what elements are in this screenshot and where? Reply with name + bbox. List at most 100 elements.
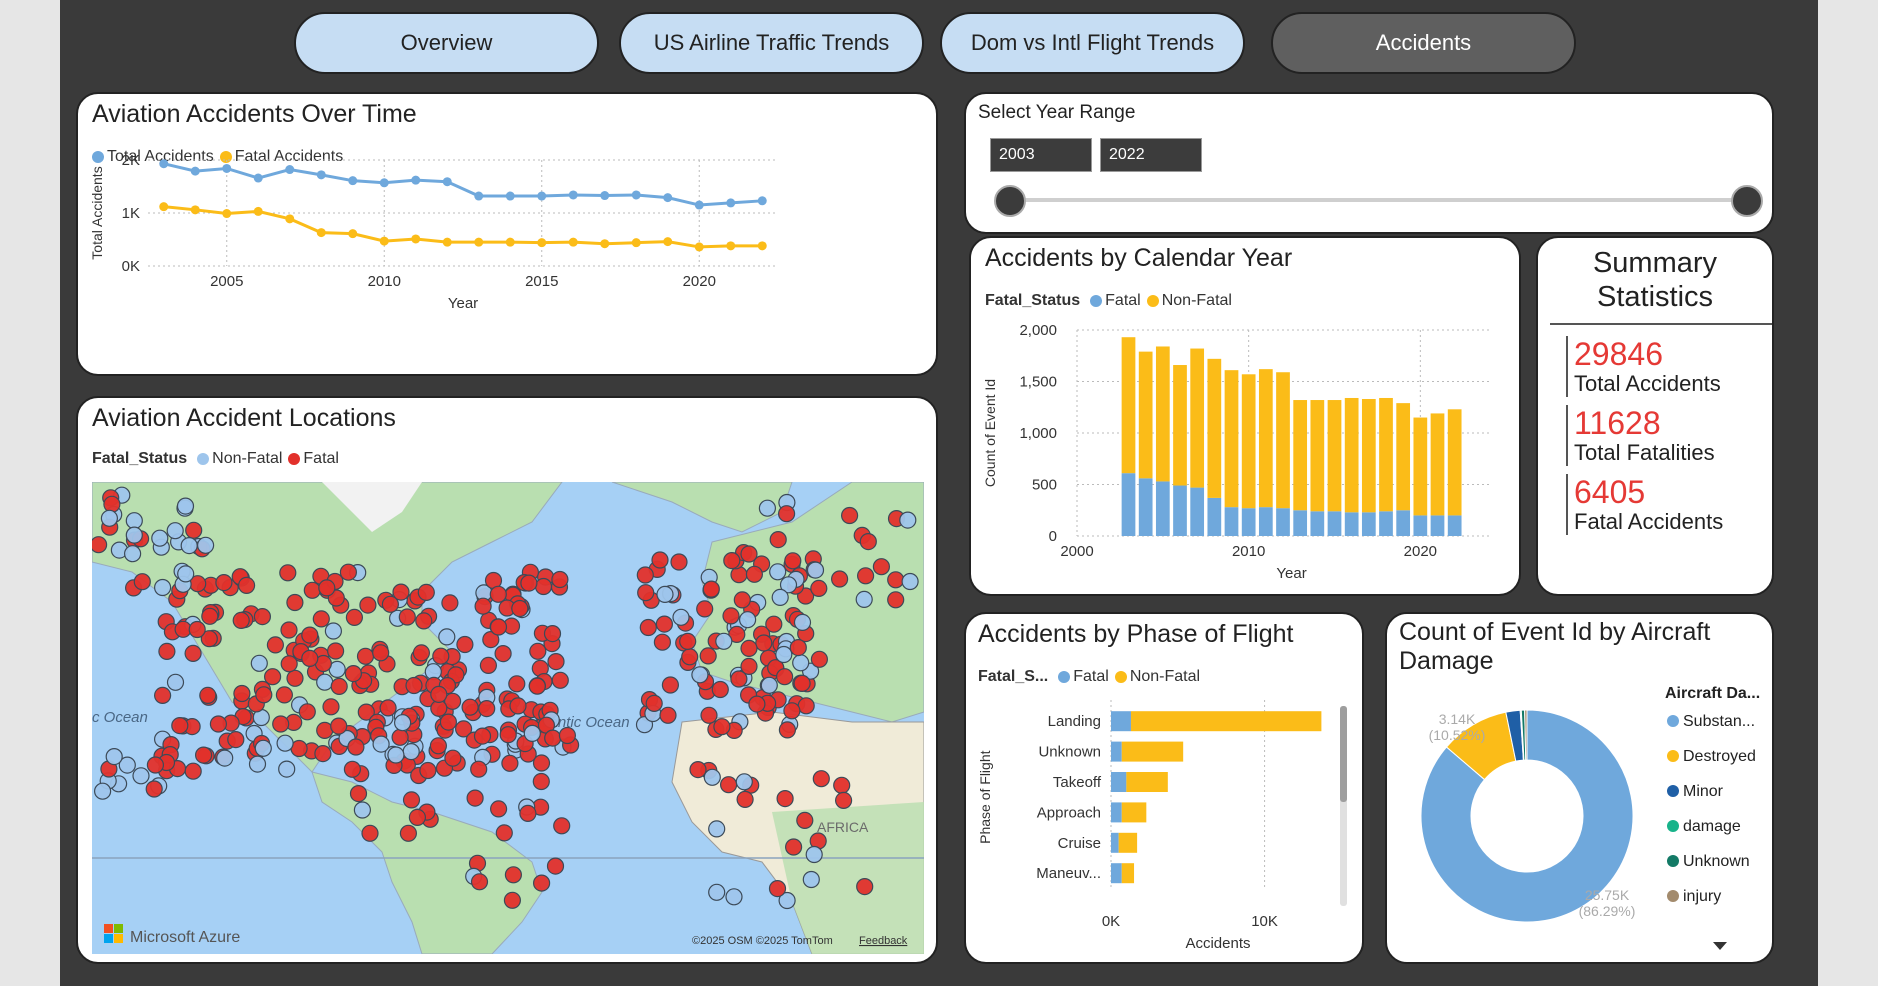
- map-point-nonfatal: [792, 654, 810, 672]
- accident-locations-card: Aviation Accident Locations Fatal_Status…: [76, 396, 938, 964]
- accidents-over-time-chart[interactable]: 0K 1K 2K 2005 2010 2015 2020 Year Total Accident…: [78, 94, 936, 374]
- year-range-start-input[interactable]: 2003: [990, 138, 1092, 172]
- map-point-fatal: [872, 558, 891, 576]
- map-point-fatal: [776, 790, 794, 808]
- legend-nonfatal-label: Non-Fatal: [1129, 668, 1201, 685]
- fatal-accidents-value: 6405: [1574, 474, 1646, 510]
- map-point-fatal: [441, 594, 459, 612]
- data-point: [316, 170, 326, 180]
- map-point-nonfatal: [353, 801, 371, 819]
- map-point-fatal: [740, 657, 758, 675]
- summary-stats-card: Summary Statistics 29846 Total Accidents…: [1536, 236, 1774, 596]
- phase-scrollbar-thumb[interactable]: [1340, 706, 1347, 802]
- tab-us-airline-traffic-trends[interactable]: US Airline Traffic Trends: [619, 12, 924, 74]
- accidents-over-time-legend[interactable]: Total Accidents Fatal Accidents: [92, 148, 343, 166]
- map-point-fatal: [532, 754, 551, 772]
- map-point-nonfatal: [118, 756, 136, 774]
- map-point-nonfatal: [708, 883, 726, 901]
- map-point-fatal: [227, 731, 245, 749]
- map-point-fatal: [399, 824, 417, 842]
- year-range-start-handle[interactable]: [994, 185, 1026, 217]
- aircraft-damage-donut[interactable]: 3.14K(10.52%) 25.75K(86.29%) Aircraft Da..…: [1387, 614, 1772, 962]
- bar-nonfatal: [1224, 370, 1239, 508]
- map-point-fatal: [504, 866, 522, 884]
- x-axis-label: Accidents: [1185, 935, 1250, 952]
- legend-dot-nonfatal: [1146, 295, 1159, 307]
- map-point-fatal: [519, 804, 537, 822]
- tab-dom-vs-intl-flight-trends[interactable]: Dom vs Intl Flight Trends: [940, 12, 1245, 74]
- calendar-year-card: Accidents by Calendar Year Fatal_Status …: [969, 236, 1521, 596]
- map-points[interactable]: [92, 486, 919, 910]
- map-point-nonfatal: [151, 529, 169, 547]
- legend-nonfatal-label: Non-Fatal: [212, 450, 283, 467]
- map-point-fatal: [887, 591, 905, 609]
- bar-fatal: [1111, 832, 1119, 853]
- map-point-fatal: [636, 566, 654, 584]
- legend-label: Minor: [1683, 783, 1724, 800]
- year-range-end-input[interactable]: 2022: [1100, 138, 1202, 172]
- tab-accidents[interactable]: Accidents: [1271, 12, 1576, 74]
- accidents-over-time-card: Aviation Accidents Over Time Total Accid…: [76, 92, 938, 376]
- x-tick-label: 2010: [1232, 543, 1265, 560]
- y-axis-label: Count of Event Id: [982, 379, 998, 487]
- bar-fatal: [1190, 487, 1205, 536]
- map-point-fatal: [810, 650, 829, 668]
- map-point-fatal: [490, 800, 508, 818]
- map-point-fatal: [711, 680, 729, 699]
- map-point-fatal: [755, 634, 773, 652]
- map-point-fatal: [199, 686, 217, 704]
- y-tick-label: 2K: [122, 152, 140, 169]
- bar-fatal: [1361, 512, 1376, 536]
- map-point-fatal: [444, 692, 462, 710]
- map-point-fatal: [740, 545, 758, 563]
- map-point-nonfatal: [708, 820, 726, 838]
- total-fatalities-label: Total Fatalities: [1574, 440, 1715, 465]
- legend-dot-fatal: [288, 453, 301, 465]
- phase-scrollbar-track[interactable]: [1340, 706, 1347, 906]
- accident-locations-legend[interactable]: Fatal_Status Non-Fatal Fatal: [92, 450, 339, 468]
- map-point-fatal: [356, 647, 375, 665]
- map-point-fatal: [508, 675, 526, 693]
- map-point-fatal: [209, 715, 228, 733]
- tab-overview[interactable]: Overview: [294, 12, 599, 74]
- map-point-fatal: [253, 608, 271, 626]
- map-point-nonfatal: [248, 755, 267, 773]
- map-point-fatal: [456, 635, 474, 654]
- bar-fatal: [1111, 802, 1122, 823]
- legend-label: injury: [1683, 888, 1721, 905]
- data-point: [663, 193, 673, 203]
- map-point-fatal: [765, 615, 783, 633]
- data-point: [474, 237, 484, 247]
- map-point-fatal: [408, 808, 426, 826]
- map-feedback-link[interactable]: Feedback: [859, 935, 908, 947]
- map-point-nonfatal: [806, 561, 825, 579]
- data-point: [568, 190, 578, 200]
- map-point-fatal: [280, 655, 298, 673]
- legend-title: Fatal_Status: [92, 450, 188, 467]
- bar-fatal: [1379, 511, 1393, 536]
- year-range-track[interactable]: [1008, 198, 1748, 202]
- map-point-fatal: [856, 567, 875, 585]
- x-tick-label: 2020: [683, 273, 716, 290]
- data-point: [348, 229, 358, 239]
- map-point-nonfatal: [166, 673, 185, 691]
- map-point-fatal: [778, 721, 797, 739]
- map-point-nonfatal: [771, 588, 789, 607]
- map-point-fatal: [551, 570, 569, 589]
- map-point-nonfatal: [735, 773, 753, 791]
- map-point-nonfatal: [402, 743, 420, 761]
- year-range-end-handle[interactable]: [1731, 185, 1763, 217]
- calendar-year-legend[interactable]: Fatal_Status Fatal Non-Fatal: [985, 292, 1232, 310]
- data-point: [190, 205, 200, 215]
- x-axis-label: Year: [448, 295, 478, 312]
- accident-map[interactable]: c Ocean Atlantic Ocean AFRICA Microsoft …: [92, 482, 924, 954]
- data-point: [600, 191, 610, 201]
- map-point-fatal: [551, 671, 569, 689]
- data-point: [537, 238, 547, 248]
- map-point-fatal: [215, 573, 233, 592]
- phase-of-flight-legend[interactable]: Fatal_S... Fatal Non-Fatal: [978, 668, 1200, 686]
- calendar-year-chart[interactable]: 0 500 1,000 1,500 2,000 2000 2010 2020 Year Count…: [971, 238, 1519, 594]
- bar-nonfatal: [1379, 397, 1393, 512]
- legend-dot-fatal: [1058, 671, 1071, 683]
